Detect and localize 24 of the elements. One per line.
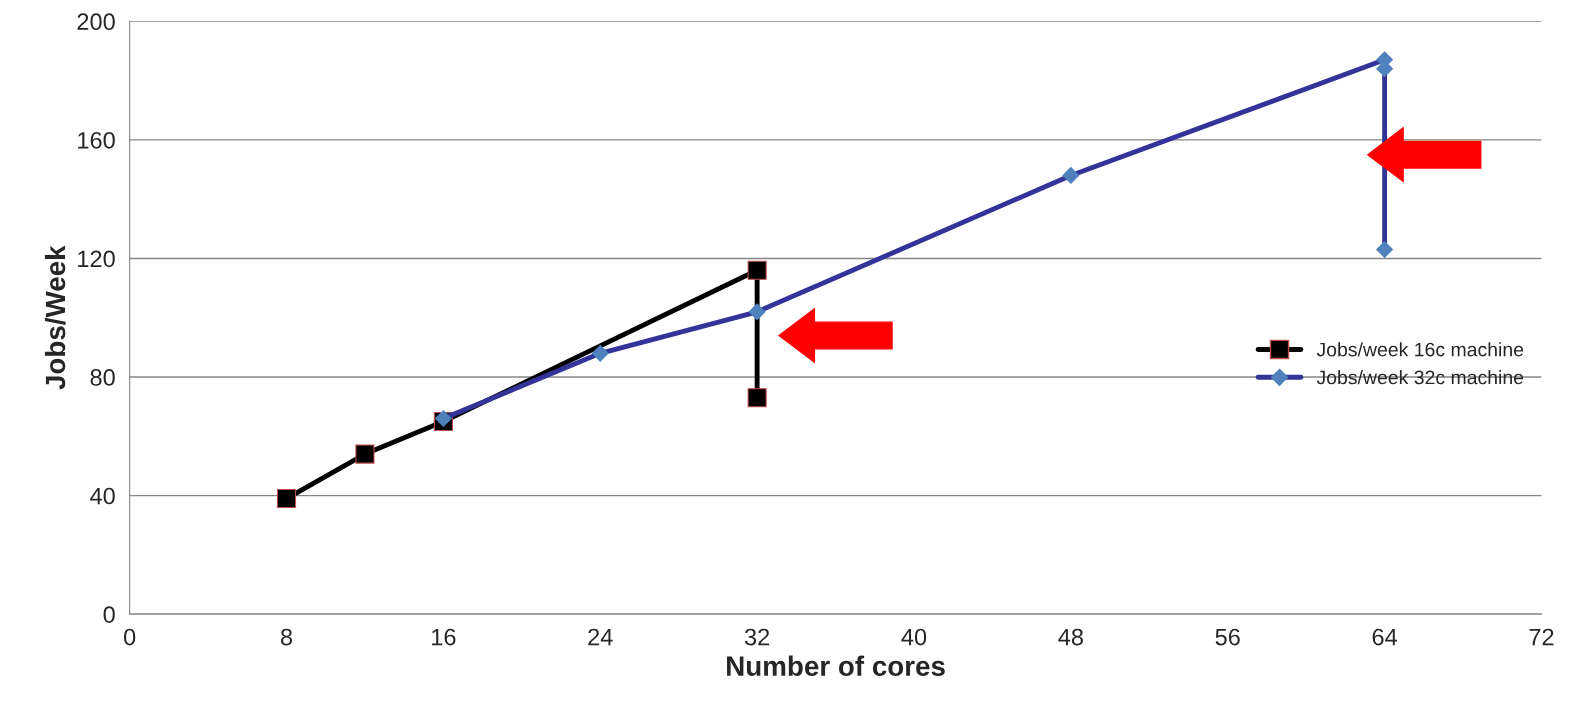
x-tick-label: 24 [588,628,613,646]
x-tick-label: 48 [1058,628,1083,646]
y-tick-label: 120 [78,250,115,268]
x-tick-label: 40 [901,628,927,646]
point [747,260,767,280]
y-tick-label: 40 [90,487,115,505]
x-tick-label: 8 [280,628,293,646]
y-axis-title: Jobs/Week [44,245,66,390]
point [355,444,375,464]
legend-label: Jobs/week 16c machine [1316,342,1524,357]
x-tick-label: 32 [744,628,770,646]
x-tick-label: 0 [124,628,136,646]
y-tick-label: 200 [77,13,115,31]
point [276,489,297,509]
y-tick-label: 0 [103,606,115,623]
x-tick-label: 16 [432,628,456,646]
x-tick-label: 56 [1215,628,1240,646]
y-tick-label: 80 [90,369,115,386]
legend-label: Jobs/week 32c machine [1316,370,1524,385]
x-tick-label: 64 [1372,628,1398,646]
x-axis-title: Number of cores [727,655,945,677]
point [747,388,767,408]
y-tick-label: 160 [78,131,115,149]
x-tick-label: 72 [1529,628,1554,646]
